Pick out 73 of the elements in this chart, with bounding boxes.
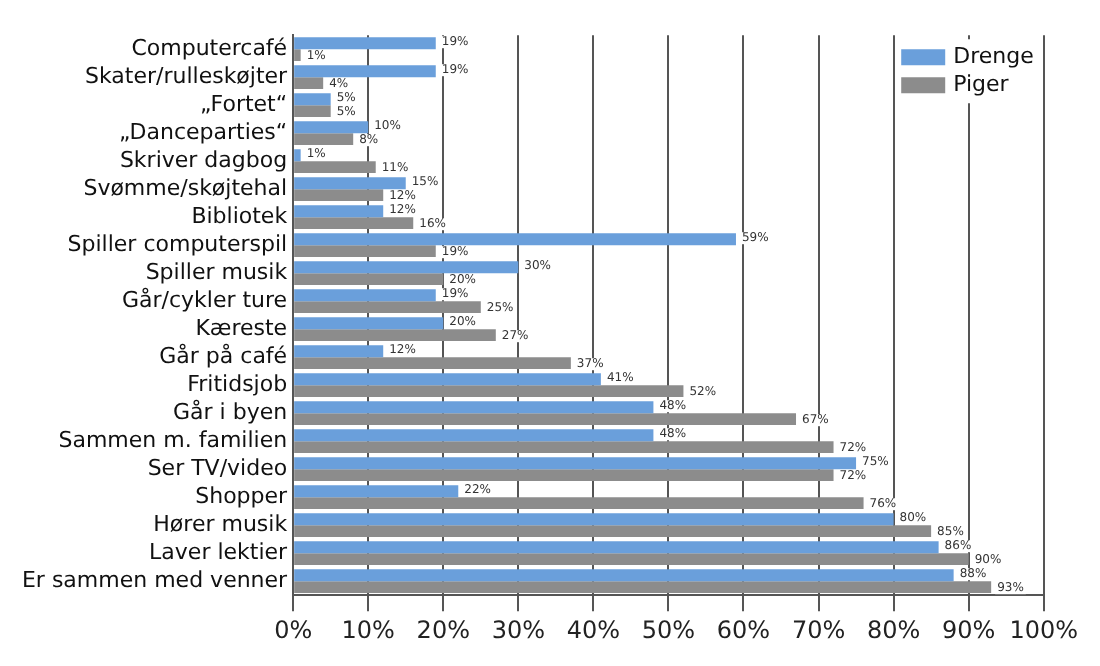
legend-label: Drenge [953,42,1035,69]
x-tick-label: 30% [491,615,545,644]
y-tick-label: Fritidsjob [187,370,288,397]
y-tick-label: Spiller computerspil [67,230,288,257]
bar [294,329,496,342]
y-tick-label: „Fortet“ [199,90,288,117]
bar [294,177,406,190]
bar [294,205,384,218]
bar [294,457,857,470]
x-tick-label: 0% [274,615,313,644]
y-tick-label: Skater/rulleskøjter [85,62,289,89]
y-tick-label: Ser TV/video [147,454,288,481]
y-tick-label: Er sammen med venner [21,566,289,593]
bar [294,569,954,582]
x-tick-label: 100% [1009,615,1079,644]
y-tick-label: Hører musik [153,510,289,537]
x-tick-label: 10% [341,615,395,644]
y-tick-label: Computercafé [131,34,288,61]
bar [294,553,969,566]
bar [294,149,301,162]
bar [294,513,894,526]
y-tick-label: Laver lektier [149,538,289,565]
bar [294,317,444,330]
bar [294,233,736,246]
x-tick-label: 40% [566,615,621,644]
bar [294,401,654,414]
bar [294,345,384,358]
bar [294,469,834,482]
bar [294,133,354,146]
bar [294,217,414,230]
bar [294,385,684,398]
y-tick-label: Går i byen [173,398,288,425]
bar [294,413,797,426]
x-tick-label: 90% [941,615,996,644]
bar [294,357,571,370]
bar [294,65,436,78]
y-tick-label: Går på café [159,342,288,369]
bar [294,441,834,454]
y-tick-label: Bibliotek [191,202,289,229]
bar [294,49,301,62]
bar [294,301,481,314]
bar [294,93,331,106]
y-tick-label: „Danceparties“ [118,118,288,145]
y-tick-label: Skriver dagbog [119,146,288,173]
x-tick-label: 50% [641,615,696,644]
x-tick-label: 70% [791,615,846,644]
bar [294,581,992,594]
y-tick-label: Svømme/skøjtehal [83,174,288,201]
bar [294,189,384,202]
legend-label: Piger [953,70,1010,97]
y-tick-label: Kæreste [195,314,288,341]
bar [294,261,519,274]
bar [294,161,376,174]
y-tick-label: Shopper [195,482,289,509]
x-tick-label: 80% [866,615,921,644]
bar [294,429,654,442]
bar [294,121,369,134]
x-tick-label: 20% [416,615,470,644]
bar [294,245,436,258]
bar [294,273,444,286]
bar [294,525,932,538]
bar [294,105,331,118]
bar [294,77,324,90]
y-tick-label: Spiller musik [145,258,289,285]
bar [294,497,864,510]
x-tick-label: 60% [716,615,771,644]
bar [294,289,436,302]
bar [294,485,459,498]
bar [294,373,601,386]
y-tick-label: Sammen m. familien [58,426,288,453]
bar [294,541,939,554]
y-tick-label: Går/cykler ture [121,286,288,313]
bar [294,37,436,50]
